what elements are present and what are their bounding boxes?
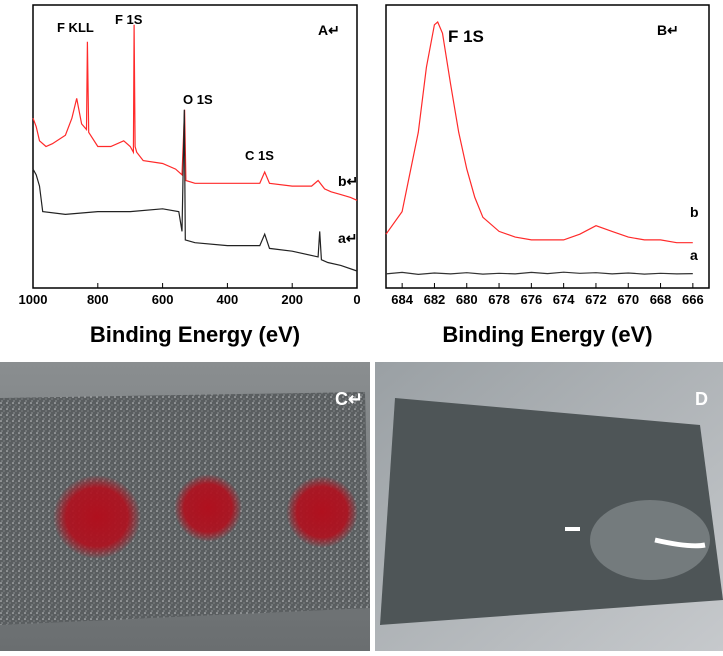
x-axis-label: Binding Energy (eV) [442, 322, 652, 347]
annotation: F 1S [448, 27, 484, 46]
chart: 684 682 680 678 676 674 672 670 668 666 Binding En… [386, 5, 709, 347]
x-tick-label: 668 [650, 292, 672, 307]
annotation: O 1S [183, 92, 213, 107]
series-label: a↵ [338, 230, 358, 246]
photo-c: C↵ [0, 362, 370, 651]
spectrum-line [386, 272, 693, 274]
chart: 1000 800 600 400 200 0 Binding Energy (eV) b↵ a↵… [19, 5, 361, 347]
x-tick-label: 678 [488, 292, 510, 307]
x-tick-label: 674 [553, 292, 575, 307]
x-tick-label: 1000 [19, 292, 48, 307]
x-tick-label: 676 [520, 292, 542, 307]
x-axis-label: Binding Energy (eV) [90, 322, 300, 347]
x-tick-label: 800 [87, 292, 109, 307]
series-label: b [690, 204, 699, 220]
spectrum-line [33, 110, 357, 271]
panel-label: C↵ [335, 389, 363, 409]
annotation: C 1S [245, 148, 274, 163]
annotation: F KLL [57, 20, 94, 35]
series-label: a [690, 247, 698, 263]
annotation: F 1S [115, 12, 143, 27]
plot-frame [386, 5, 709, 288]
x-tick-label: 666 [682, 292, 704, 307]
x-tick-label: 200 [281, 292, 303, 307]
x-tick-label: 400 [217, 292, 239, 307]
x-tick-label: 680 [456, 292, 478, 307]
x-tick-label: 600 [152, 292, 174, 307]
spectrum-line [386, 22, 693, 243]
series-label: b↵ [338, 173, 358, 189]
photo-d: D [375, 362, 723, 651]
panel-label: D [695, 389, 708, 409]
x-tick-label: 684 [391, 292, 413, 307]
annotation: B↵ [657, 22, 679, 38]
x-tick-label: 670 [617, 292, 639, 307]
spectrum-line [33, 25, 357, 201]
x-tick-label: 682 [424, 292, 446, 307]
x-tick-label: 672 [585, 292, 607, 307]
x-tick-label: 0 [353, 292, 360, 307]
annotation: A↵ [318, 22, 340, 38]
plot-frame [33, 5, 357, 288]
figure: C↵ D 1000 800 600 400 200 0 Binding Energy (eV… [0, 0, 723, 651]
